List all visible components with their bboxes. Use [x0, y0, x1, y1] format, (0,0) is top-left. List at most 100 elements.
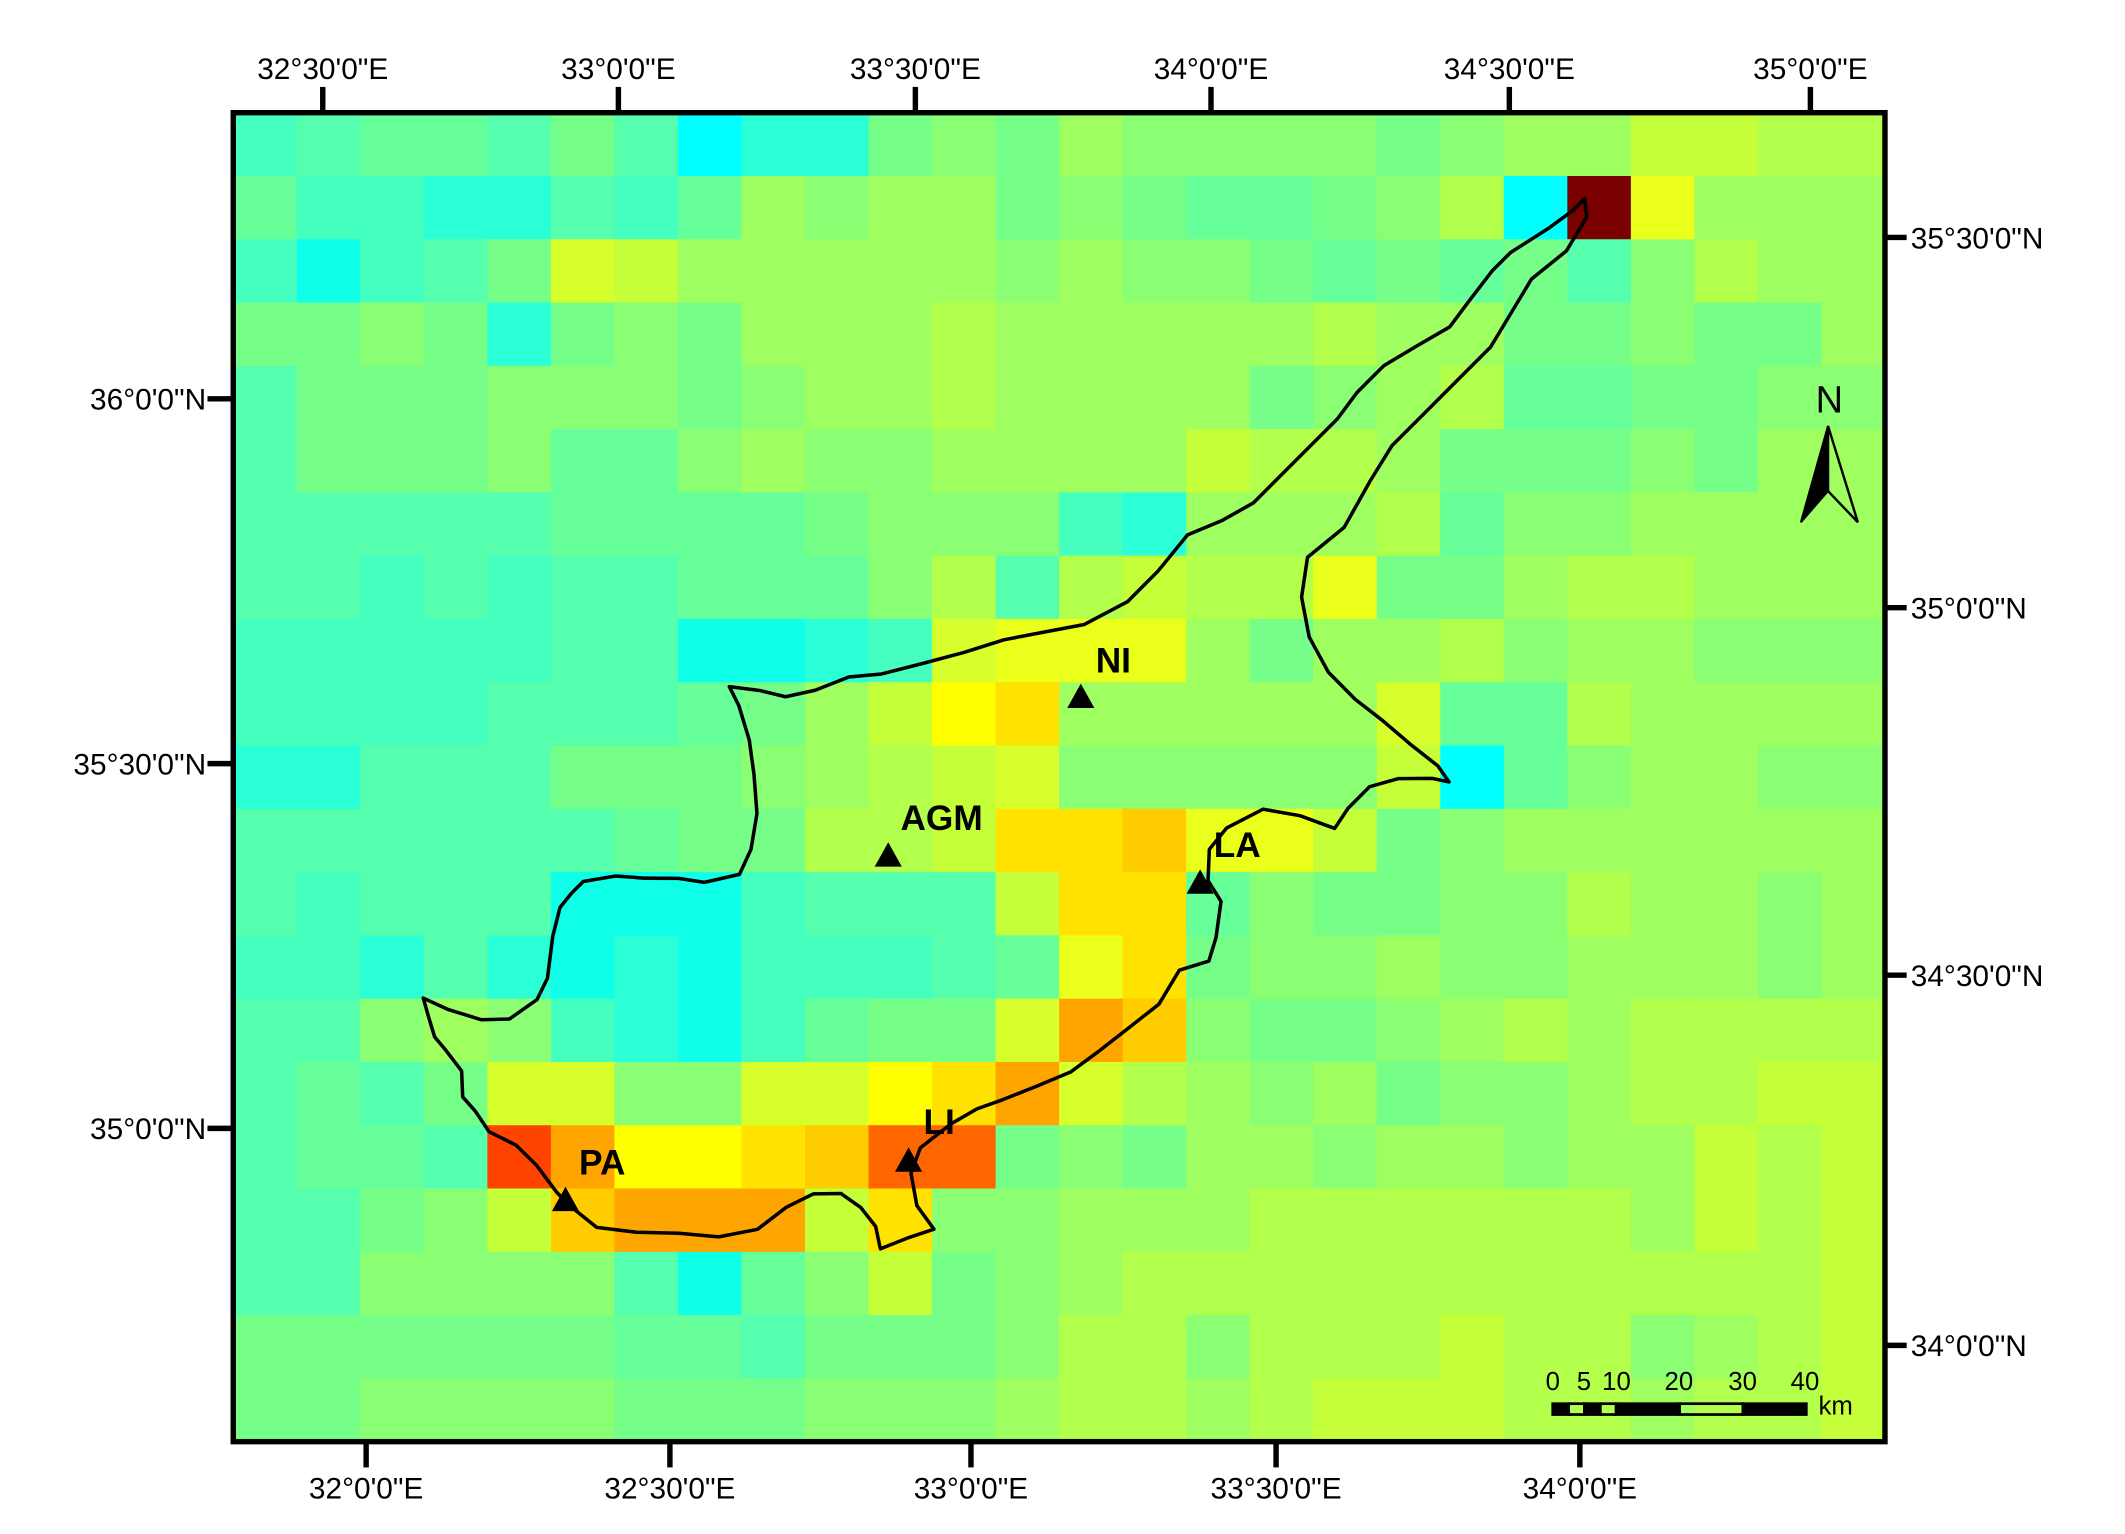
tick-label-top: 33°30'0"E: [850, 53, 981, 86]
raster-cell: [1630, 175, 1696, 241]
raster-cell: [868, 745, 933, 810]
raster-cell: [614, 808, 679, 873]
raster-cell: [1440, 998, 1505, 1063]
tick-label-right: 35°30'0"N: [1911, 222, 2044, 255]
raster-cell: [1440, 935, 1505, 1000]
raster-cell: [932, 555, 997, 620]
raster-cell: [1122, 555, 1187, 620]
raster-cell: [995, 1188, 1060, 1253]
raster-cell: [360, 1251, 425, 1316]
raster-cell: [550, 555, 616, 620]
raster-cell: [233, 1061, 298, 1127]
raster-cell: [1249, 935, 1315, 1000]
raster-cell: [550, 808, 616, 873]
raster-cell: [741, 112, 806, 177]
raster-cell: [1821, 302, 1886, 367]
raster-cell: [1249, 429, 1315, 494]
raster-cell: [296, 872, 362, 937]
raster-cell: [1630, 1125, 1696, 1190]
raster-cell: [1249, 302, 1315, 367]
raster-cell: [1376, 1125, 1442, 1190]
raster-cell: [1122, 365, 1187, 430]
raster-cell: [677, 112, 743, 177]
raster-cell: [296, 1061, 362, 1127]
raster-cell: [1440, 1188, 1505, 1253]
raster-cell: [550, 175, 616, 241]
raster-cell: [1059, 429, 1124, 494]
raster-cell: [233, 1378, 298, 1443]
raster-cell: [1376, 302, 1442, 367]
raster-cell: [614, 1125, 679, 1190]
raster-cell: [1757, 175, 1823, 241]
raster-cell: [360, 808, 425, 873]
raster-cell: [932, 872, 997, 937]
raster-cell: [995, 492, 1060, 557]
raster-cell: [423, 1378, 489, 1443]
raster-cell: [1440, 365, 1505, 430]
raster-cell: [550, 1061, 616, 1127]
station-triangle-icon: [895, 1147, 923, 1172]
raster-cell: [487, 1188, 552, 1253]
raster-cell: [550, 1378, 616, 1443]
raster-cell: [1122, 1188, 1187, 1253]
raster-cell: [868, 429, 933, 494]
raster-cell: [805, 935, 870, 1000]
raster-cell: [550, 935, 616, 1000]
raster-cell: [487, 682, 552, 747]
raster-cell: [805, 112, 870, 177]
raster-cell: [1567, 429, 1632, 494]
raster-cell: [1440, 112, 1505, 177]
raster-cell: [805, 618, 870, 684]
raster-cell: [805, 492, 870, 557]
raster-cell: [1249, 1061, 1315, 1127]
raster-cell: [868, 302, 933, 367]
raster-cell: [614, 682, 679, 747]
raster-cell: [1186, 745, 1251, 810]
raster-cell: [1503, 555, 1569, 620]
raster-cell: [1376, 429, 1442, 494]
raster-cell: [1694, 618, 1759, 684]
raster-cell: [1694, 302, 1759, 367]
raster-cell: [677, 1378, 743, 1443]
raster-cell: [550, 998, 616, 1063]
raster-cell: [487, 1251, 552, 1316]
raster-cell: [1376, 935, 1442, 1000]
tick-label-top: 34°0'0"E: [1154, 53, 1268, 86]
raster-cell: [1440, 1251, 1505, 1316]
raster-cell: [1694, 492, 1759, 557]
raster-cell: [1567, 1188, 1632, 1253]
raster-cell: [487, 1061, 552, 1127]
raster-cell: [868, 112, 933, 177]
raster-cell: [1249, 872, 1315, 937]
raster-cell: [423, 555, 489, 620]
raster-cell: [805, 682, 870, 747]
raster-cell: [487, 618, 552, 684]
raster-cell: [1122, 1061, 1187, 1127]
raster-cell: [1376, 618, 1442, 684]
raster-cell: [1630, 935, 1696, 1000]
raster-cell: [1122, 935, 1187, 1000]
raster-cell: [614, 872, 679, 937]
raster-cell: [614, 112, 679, 177]
raster-cell: [1122, 745, 1187, 810]
raster-cell: [487, 112, 552, 177]
raster-cell: [1249, 239, 1315, 304]
raster-cell: [805, 1251, 870, 1316]
raster-cell: [1059, 239, 1124, 304]
raster-cell: [995, 112, 1060, 177]
raster-cell: [423, 872, 489, 937]
raster-cell: [741, 872, 806, 937]
raster-cell: [1313, 175, 1378, 241]
scale-label: 30: [1728, 1368, 1757, 1396]
raster-cell: [677, 935, 743, 1000]
raster-cell: [296, 365, 362, 430]
raster-cell: [487, 302, 552, 367]
raster-cell: [614, 1188, 679, 1253]
raster-cell: [932, 239, 997, 304]
raster-cell: [995, 429, 1060, 494]
raster-cell: [741, 175, 806, 241]
raster-cell: [1059, 1188, 1124, 1253]
station-triangle-icon: [874, 842, 902, 867]
raster-cell: [1376, 808, 1442, 873]
raster-cell: [868, 1315, 933, 1380]
